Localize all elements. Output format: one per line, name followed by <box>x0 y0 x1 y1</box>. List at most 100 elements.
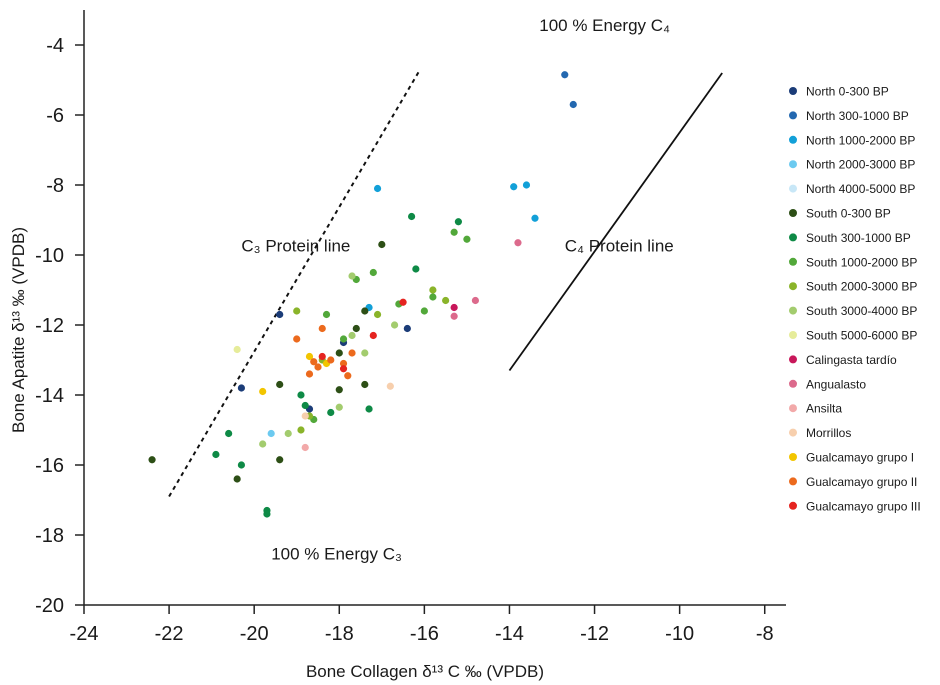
point-s5-1 <box>233 475 241 483</box>
legend-marker-1 <box>789 111 797 120</box>
legend-label-9: South 3000-4000 BP <box>806 304 917 318</box>
reference-line-0 <box>168 68 421 498</box>
point-s7-9 <box>463 235 471 243</box>
y-axis-title: Bone Apatite δ¹³ ‰ (VPDB) <box>9 227 28 433</box>
legend-label-10: South 5000-6000 BP <box>806 329 917 343</box>
y-tick-label-5: -14 <box>35 385 64 407</box>
y-tick-label-4: -12 <box>35 315 64 337</box>
point-s5-0 <box>148 456 156 464</box>
legend-marker-11 <box>789 355 797 364</box>
point-s8-4 <box>442 296 450 305</box>
legend-marker-13 <box>789 404 797 413</box>
legend-marker-5 <box>789 209 797 217</box>
point-s5-9 <box>361 307 369 315</box>
legend-marker-6 <box>789 233 797 242</box>
point-s9-2 <box>348 272 356 280</box>
x-tick-label-2: -20 <box>240 623 269 645</box>
y-tick-label-7: -18 <box>35 525 64 547</box>
point-s16-3 <box>327 356 335 364</box>
point-s16-4 <box>339 359 348 368</box>
legend-item-0: North 0-300 BP <box>789 85 889 99</box>
legend-marker-17 <box>789 501 797 510</box>
annotation-2: C₄ Protein line <box>565 237 674 256</box>
legend: North 0-300 BP North 300-1000 BP North 100… <box>789 85 921 513</box>
point-s12-1 <box>471 296 480 305</box>
legend-item-12: Angualasto <box>789 377 866 391</box>
legend-item-15: Gualcamayo grupo I <box>789 451 914 465</box>
y-tick-label-8: -20 <box>35 595 64 617</box>
legend-item-11: Calingasta tardío <box>789 353 897 367</box>
legend-item-3: North 2000-3000 BP <box>789 158 915 172</box>
legend-label-7: South 1000-2000 BP <box>806 255 917 269</box>
legend-label-2: North 1000-2000 BP <box>806 133 915 147</box>
point-s6-6 <box>301 401 309 410</box>
legend-marker-3 <box>789 160 797 169</box>
legend-label-16: Gualcamayo grupo II <box>806 475 917 489</box>
legend-label-5: South 0-300 BP <box>806 207 891 221</box>
x-tick-label-1: -22 <box>155 623 184 645</box>
annotations: 100 % Energy C₄ C₃ Protein line C₄ Protein… <box>241 16 673 564</box>
legend-marker-7 <box>789 257 797 266</box>
legend-label-4: North 4000-5000 BP <box>806 182 915 196</box>
point-s16-8 <box>314 363 322 371</box>
point-s15-1 <box>305 352 314 361</box>
legend-item-10: South 5000-6000 BP <box>789 329 917 343</box>
annotation-1: C₃ Protein line <box>241 237 350 256</box>
point-s6-4 <box>263 510 271 518</box>
x-tick-label-3: -18 <box>325 623 354 645</box>
legend-item-5: South 0-300 BP <box>789 207 891 221</box>
data-points <box>148 71 577 518</box>
point-s6-7 <box>327 408 335 417</box>
legend-marker-10 <box>789 331 797 339</box>
point-s0-1 <box>237 384 246 392</box>
x-axis-title: Bone Collagen δ¹³ C ‰ (VPDB) <box>306 662 544 681</box>
y-tick-label-0: -4 <box>46 35 64 57</box>
point-s9-6 <box>390 321 399 329</box>
point-s9-5 <box>335 403 343 411</box>
point-s17-1 <box>339 365 348 373</box>
legend-label-8: South 2000-3000 BP <box>806 280 917 294</box>
annotation-0: 100 % Energy C₄ <box>539 16 670 35</box>
point-s6-8 <box>365 405 373 413</box>
x-tick-label-0: -24 <box>70 623 99 645</box>
legend-item-17: Gualcamayo grupo III <box>789 499 921 513</box>
point-s8-1 <box>297 426 305 434</box>
point-s8-0 <box>293 307 301 315</box>
legend-label-14: Morrillos <box>806 426 851 440</box>
point-s2-1 <box>510 183 518 191</box>
point-s16-6 <box>344 372 352 380</box>
point-s6-0 <box>225 429 233 438</box>
x-tick-label-4: -16 <box>410 623 439 645</box>
legend-marker-15 <box>789 453 797 461</box>
y-tick-label-1: -6 <box>46 105 64 127</box>
point-s0-0 <box>276 310 284 319</box>
point-s9-1 <box>259 440 267 448</box>
point-s9-4 <box>361 349 369 357</box>
point-s16-5 <box>305 370 314 378</box>
point-s14-0 <box>386 382 394 390</box>
legend-label-6: South 300-1000 BP <box>806 231 911 245</box>
x-tick-label-7: -10 <box>665 623 694 645</box>
point-s6-11 <box>454 218 462 226</box>
point-s7-4 <box>322 310 331 319</box>
legend-item-6: South 300-1000 BP <box>789 231 911 245</box>
legend-marker-2 <box>789 135 797 144</box>
legend-item-14: Morrillos <box>789 426 851 440</box>
point-s16-0 <box>293 335 301 343</box>
legend-label-11: Calingasta tardío <box>806 353 897 367</box>
reference-line-1 <box>508 72 723 372</box>
point-s6-9 <box>408 212 416 221</box>
point-s6-10 <box>412 265 420 273</box>
legend-marker-0 <box>789 87 797 95</box>
point-s17-0 <box>318 352 326 361</box>
point-s5-2 <box>276 380 284 389</box>
legend-label-3: North 2000-3000 BP <box>806 158 915 172</box>
point-s12-0 <box>450 312 458 320</box>
point-s5-5 <box>352 324 360 333</box>
point-s8-5 <box>429 286 437 294</box>
x-tick-label-8: -8 <box>756 623 774 645</box>
y-tick-label-6: -16 <box>35 455 64 477</box>
point-s1-0 <box>561 71 569 79</box>
legend-marker-8 <box>789 282 797 291</box>
